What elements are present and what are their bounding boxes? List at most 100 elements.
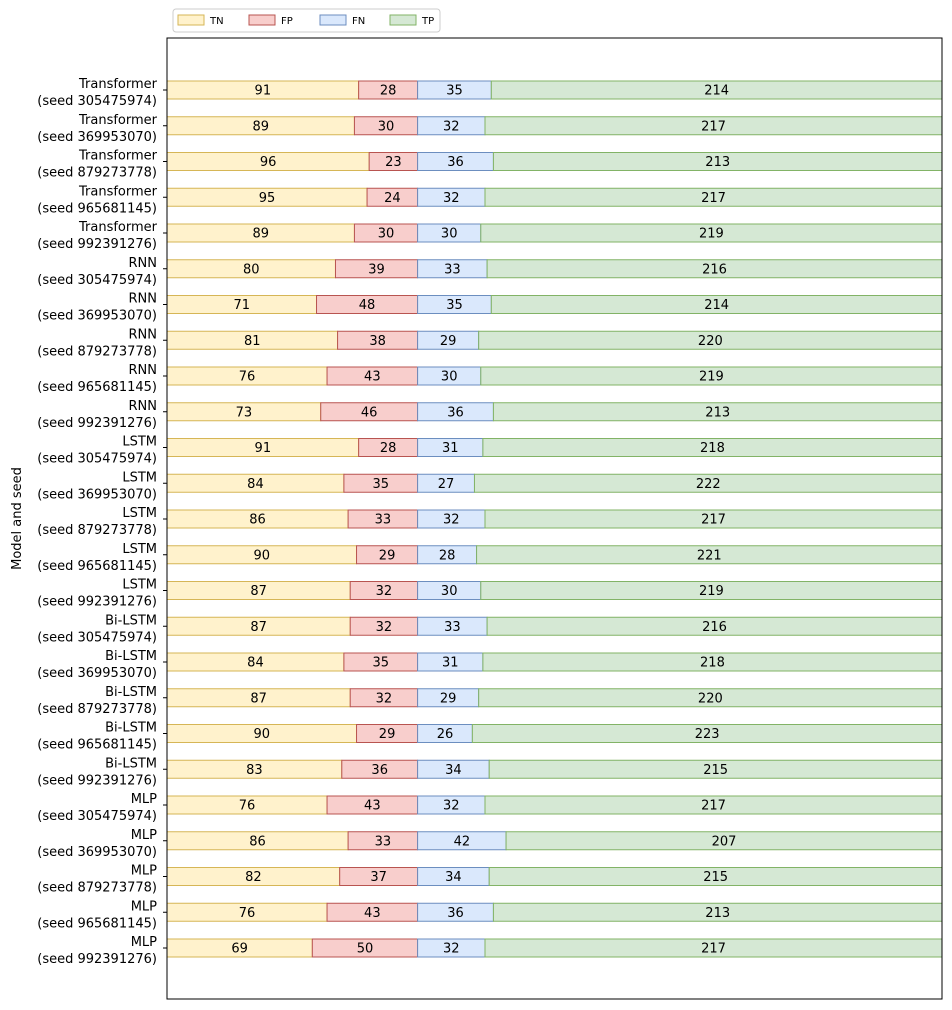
bar-value-label: 28 [439,548,456,563]
y-tick-label-seed: (seed 879273778) [37,166,157,181]
bar-value-label: 34 [445,870,462,885]
bar-value-label: 215 [703,870,728,885]
y-tick-label-model: LSTM [122,506,157,521]
bar-value-label: 28 [380,441,397,456]
y-tick-label-model: MLP [131,935,157,950]
bar-value-label: 223 [695,727,720,742]
bar-value-label: 43 [364,799,381,814]
bar-value-label: 217 [701,799,726,814]
y-tick-label-model: LSTM [122,542,157,557]
y-tick-label-model: RNN [129,363,157,378]
bar-value-label: 215 [703,763,728,778]
y-axis-ticks: Transformer (seed 305475974) Transformer (s… [37,77,167,967]
legend-label-fn: FN [352,16,365,27]
y-tick-label-seed: (seed 879273778) [37,523,157,538]
y-tick-label-model: Bi-LSTM [105,649,157,664]
bar-value-label: 26 [437,727,454,742]
y-tick-label-model: Bi-LSTM [105,613,157,628]
y-tick-label-model: LSTM [122,470,157,485]
bar-value-label: 29 [379,727,396,742]
bar-value-label: 69 [231,942,248,957]
y-tick-label-seed: (seed 965681145) [37,738,157,753]
bar-value-label: 32 [376,620,393,635]
bar-value-label: 213 [705,405,730,420]
y-tick-label-seed: (seed 305475974) [37,809,157,824]
bar-value-label: 34 [445,763,462,778]
y-tick-label-model: RNN [129,327,157,342]
bar-value-label: 36 [447,405,464,420]
bar-value-label: 87 [250,584,267,599]
y-tick-label-seed: (seed 369953070) [37,666,157,681]
y-tick-label-seed: (seed 879273778) [37,344,157,359]
bar-value-label: 48 [359,298,376,313]
bar-value-label: 220 [698,691,723,706]
y-tick-label-model: MLP [131,792,157,807]
bar-value-label: 86 [249,513,266,528]
bar-value-label: 39 [368,262,385,277]
bar-value-label: 76 [239,370,256,385]
y-tick-label-seed: (seed 369953070) [37,309,157,324]
bar-value-label: 86 [249,834,266,849]
y-tick-label-model: MLP [131,899,157,914]
bar-value-label: 29 [440,334,457,349]
bar-value-label: 82 [245,870,262,885]
y-tick-label-model: LSTM [122,435,157,450]
legend-swatch-tp [389,14,417,26]
y-tick-label-seed: (seed 965681145) [37,380,157,395]
bar-value-label: 217 [701,513,726,528]
bar-value-label: 32 [443,942,460,957]
bar-value-label: 214 [704,298,729,313]
bar-value-label: 222 [696,477,721,492]
y-tick-label-seed: (seed 305475974) [37,273,157,288]
bar-value-label: 29 [379,548,396,563]
legend-label-tp: TP [421,16,434,27]
bar-value-label: 35 [372,656,389,671]
bar-value-label: 219 [699,370,724,385]
bar-value-label: 28 [380,84,397,99]
y-tick-label-seed: (seed 369953070) [37,487,157,502]
bar-value-label: 89 [252,119,269,134]
y-tick-label-model: RNN [129,292,157,307]
bar-value-label: 90 [253,727,270,742]
bar-value-label: 36 [371,763,388,778]
plot-frame [166,37,943,1000]
y-tick-label-model: LSTM [122,578,157,593]
y-tick-label-seed: (seed 305475974) [37,94,157,109]
bar-value-label: 50 [357,942,374,957]
y-tick-label-seed: (seed 369953070) [37,845,157,860]
bar-value-label: 216 [702,262,727,277]
bar-value-label: 217 [701,119,726,134]
y-tick-label-model: Transformer [78,149,158,164]
bar-value-label: 32 [376,691,393,706]
y-tick-label-seed: (seed 992391276) [37,952,157,967]
bar-value-label: 76 [239,799,256,814]
bar-value-label: 91 [255,441,272,456]
y-tick-label-seed: (seed 305475974) [37,452,157,467]
y-tick-label-model: Transformer [78,184,158,199]
bar-value-label: 32 [443,799,460,814]
legend-box [172,8,441,33]
bar-value-label: 84 [247,477,264,492]
y-tick-label-model: RNN [129,256,157,271]
bar-value-label: 76 [239,906,256,921]
legend-swatch-fn [319,14,347,26]
y-tick-label-model: Bi-LSTM [105,756,157,771]
bar-value-label: 33 [444,262,461,277]
bar-value-label: 90 [253,548,270,563]
bar-value-label: 33 [375,513,392,528]
legend: TN FP FN TP [172,8,441,33]
y-tick-label-seed: (seed 992391276) [37,595,157,610]
legend-label-tn: TN [209,16,224,27]
y-tick-label-model: Transformer [78,77,158,92]
y-axis-label: Model and seed [10,467,25,570]
y-tick-label-model: Bi-LSTM [105,721,157,736]
y-tick-label-seed: (seed 879273778) [37,881,157,896]
bar-value-label: 217 [701,942,726,957]
bar-value-label: 81 [244,334,261,349]
bar-value-label: 31 [442,441,459,456]
bar-value-label: 46 [361,405,378,420]
bar-value-label: 36 [447,155,464,170]
bar-value-label: 37 [370,870,387,885]
bar-value-label: 96 [260,155,277,170]
